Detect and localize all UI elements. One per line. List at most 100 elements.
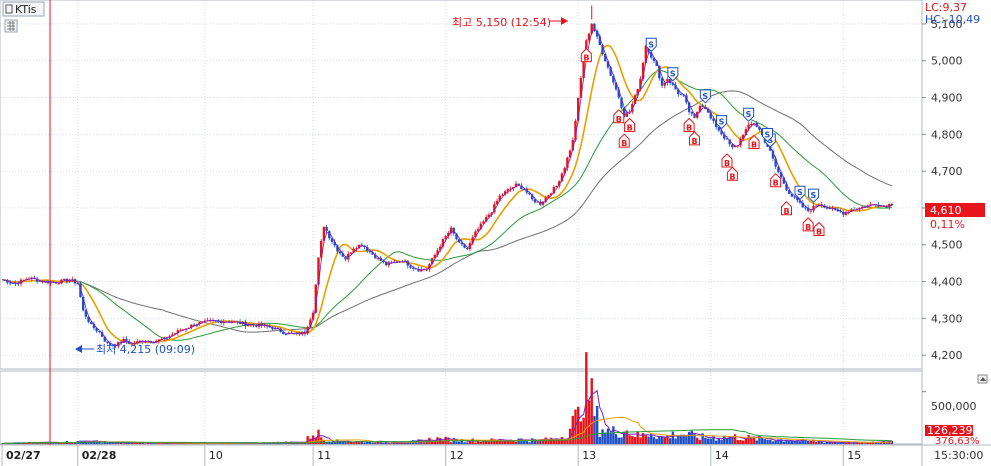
signal-label: B xyxy=(729,172,735,181)
volume-bar xyxy=(693,433,696,444)
candle-body xyxy=(471,237,474,243)
volume-bar xyxy=(731,436,734,444)
volume-bar xyxy=(187,443,190,444)
volume-bar xyxy=(528,442,531,444)
candle-body xyxy=(368,250,372,253)
volume-bar xyxy=(114,442,117,444)
volume-bar xyxy=(485,441,488,444)
volume-bar xyxy=(587,400,591,444)
volume-bar xyxy=(690,430,694,444)
candle-body xyxy=(282,332,285,335)
volume-bar xyxy=(760,437,764,444)
buy-signal-icon xyxy=(813,221,825,237)
candle-body xyxy=(92,323,96,329)
candle-body xyxy=(690,111,694,114)
candle-body xyxy=(479,223,483,230)
candle-body xyxy=(850,209,853,212)
ticker-label: KTis xyxy=(15,3,37,16)
candle-body xyxy=(796,197,799,201)
volume-bar xyxy=(809,440,813,444)
candle-body xyxy=(614,82,618,90)
candle-body xyxy=(568,150,572,158)
candle-body xyxy=(485,217,488,222)
candle-body xyxy=(774,158,777,167)
volume-bar xyxy=(712,436,715,444)
volume-bar xyxy=(660,436,664,444)
candle-body xyxy=(879,205,883,207)
candle-body xyxy=(125,338,128,342)
candle-body xyxy=(447,232,450,237)
date-label: 14 xyxy=(715,449,729,462)
volume-bar xyxy=(668,438,672,444)
volume-bar xyxy=(639,437,642,444)
candle-body xyxy=(428,264,431,270)
volume-bar xyxy=(622,431,626,444)
candle-body xyxy=(547,195,550,198)
candle-body xyxy=(35,278,39,282)
candle-body xyxy=(847,211,850,213)
volume-bar xyxy=(704,437,707,444)
candle-body xyxy=(604,54,607,62)
candle-body xyxy=(127,341,131,344)
volume-bar xyxy=(541,440,545,444)
candle-body xyxy=(171,334,174,337)
volume-bar xyxy=(341,441,345,444)
candle-body xyxy=(341,253,345,257)
signal-label: B xyxy=(805,223,811,232)
volume-bar xyxy=(146,442,150,444)
candle-body xyxy=(444,236,447,239)
candle-body xyxy=(474,231,477,238)
candle-body xyxy=(498,195,501,201)
sell-signal-icon xyxy=(716,115,728,130)
volume-bar xyxy=(501,440,504,444)
volume-bar xyxy=(839,442,842,444)
volume-bar xyxy=(682,434,685,444)
candle-body xyxy=(349,252,353,254)
volume-bar xyxy=(154,443,158,444)
volume-bar xyxy=(801,438,804,444)
buy-signal-icon xyxy=(721,153,733,168)
volume-bar xyxy=(533,439,537,444)
volume-bar xyxy=(360,441,363,444)
candle-body xyxy=(460,242,464,245)
candle-body xyxy=(598,36,602,46)
candle-body xyxy=(152,342,155,344)
candle-body xyxy=(563,167,566,174)
ticker-box[interactable] xyxy=(2,1,45,17)
volume-bar xyxy=(514,441,518,444)
candle-body xyxy=(371,252,374,255)
volume-bar xyxy=(54,443,58,444)
volume-bar xyxy=(652,437,656,444)
volume-bar xyxy=(482,440,485,444)
volume-bar xyxy=(774,440,777,444)
hc-indicator: HC:-10,49 xyxy=(925,13,980,26)
candle-body xyxy=(95,328,98,332)
volume-bar xyxy=(149,443,152,444)
signal-label: B xyxy=(686,124,692,133)
candle-body xyxy=(801,202,804,208)
candle-body xyxy=(679,94,683,96)
candle-body xyxy=(303,331,307,334)
candle-body xyxy=(320,240,323,258)
volume-bar xyxy=(628,435,631,444)
candle-body xyxy=(533,199,537,203)
candle-body xyxy=(555,185,558,188)
candle-body xyxy=(560,173,564,182)
candle-body xyxy=(731,144,734,148)
volume-bar xyxy=(179,443,182,444)
volume-bar xyxy=(566,438,569,444)
volume-bar xyxy=(387,442,391,444)
candle-body xyxy=(579,78,583,98)
candle-body xyxy=(49,281,52,284)
volume-bar xyxy=(512,440,515,444)
candle-body xyxy=(376,257,380,259)
candle-body xyxy=(495,200,499,205)
volume-bar xyxy=(815,442,818,444)
volume-bar xyxy=(666,435,669,444)
candle-body xyxy=(677,89,680,95)
volume-bar xyxy=(598,436,602,444)
volume-bar xyxy=(306,436,309,444)
